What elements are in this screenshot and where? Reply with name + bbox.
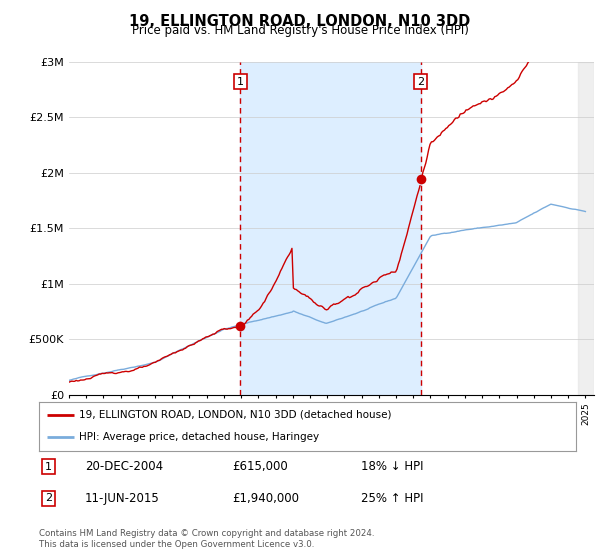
Text: Contains HM Land Registry data © Crown copyright and database right 2024.
This d: Contains HM Land Registry data © Crown c… (39, 529, 374, 549)
Text: £615,000: £615,000 (232, 460, 288, 473)
Text: 1: 1 (45, 461, 52, 472)
Text: 25% ↑ HPI: 25% ↑ HPI (361, 492, 424, 505)
Text: 2: 2 (45, 493, 52, 503)
Text: HPI: Average price, detached house, Haringey: HPI: Average price, detached house, Hari… (79, 432, 319, 442)
Bar (241, 62, 421, 395)
Text: 1: 1 (237, 77, 244, 87)
Bar (578, 62, 594, 395)
Text: 19, ELLINGTON ROAD, LONDON, N10 3DD: 19, ELLINGTON ROAD, LONDON, N10 3DD (130, 14, 470, 29)
Text: 19, ELLINGTON ROAD, LONDON, N10 3DD (detached house): 19, ELLINGTON ROAD, LONDON, N10 3DD (det… (79, 410, 392, 420)
Text: 2: 2 (417, 77, 424, 87)
Text: 20-DEC-2004: 20-DEC-2004 (85, 460, 163, 473)
Text: 18% ↓ HPI: 18% ↓ HPI (361, 460, 424, 473)
Text: Price paid vs. HM Land Registry's House Price Index (HPI): Price paid vs. HM Land Registry's House … (131, 24, 469, 37)
Text: £1,940,000: £1,940,000 (232, 492, 299, 505)
Text: 11-JUN-2015: 11-JUN-2015 (85, 492, 160, 505)
